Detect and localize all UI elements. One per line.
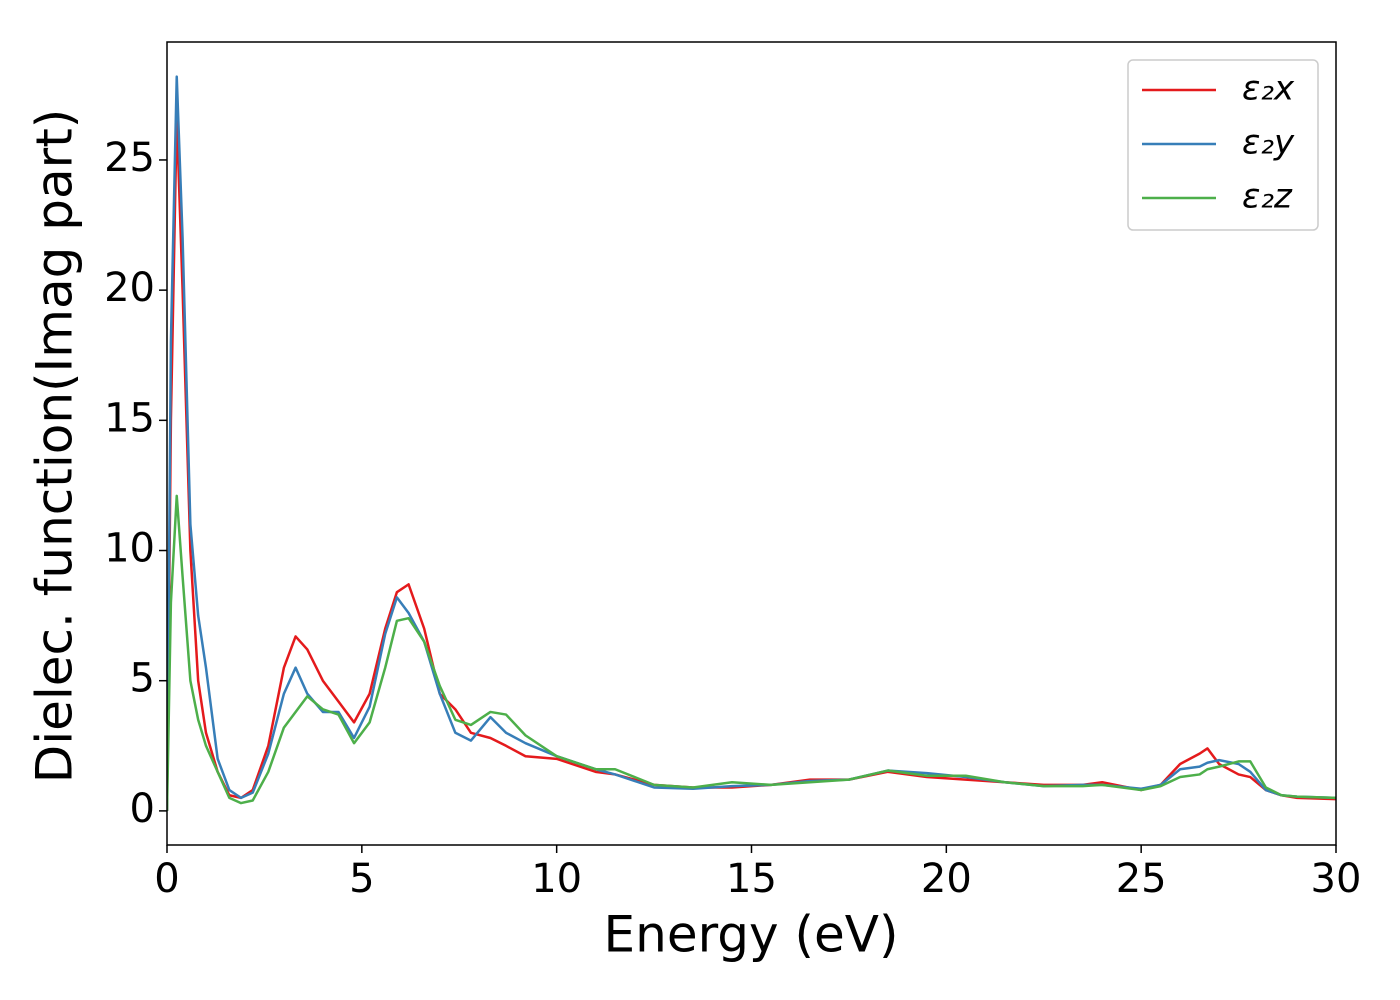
x-tick-label: 30 xyxy=(1311,856,1362,902)
x-tick-label: 15 xyxy=(726,856,777,902)
x-tick-label: 25 xyxy=(1116,856,1167,902)
y-tick-label: 5 xyxy=(130,656,155,702)
legend-label: ε₂x xyxy=(1242,69,1295,109)
x-tick-label: 0 xyxy=(154,856,179,902)
plot-frame xyxy=(166,41,1337,846)
y-axis-title: Dielec. function(Imag part) xyxy=(26,109,84,784)
data-line xyxy=(167,494,1336,811)
legend-label: ε₂y xyxy=(1242,123,1295,163)
data-line xyxy=(167,75,1336,811)
x-tick-label: 10 xyxy=(531,856,582,902)
x-axis-title: Energy (eV) xyxy=(604,906,899,964)
y-tick-label: 0 xyxy=(130,786,155,832)
y-tick-label: 20 xyxy=(104,265,155,311)
y-tick-label: 25 xyxy=(104,135,155,181)
legend-label: ε₂z xyxy=(1242,177,1293,217)
x-tick-label: 5 xyxy=(349,856,374,902)
legend-box xyxy=(1127,59,1319,231)
x-tick-label: 20 xyxy=(921,856,972,902)
y-tick-label: 10 xyxy=(104,526,155,572)
y-tick-label: 15 xyxy=(104,395,155,441)
